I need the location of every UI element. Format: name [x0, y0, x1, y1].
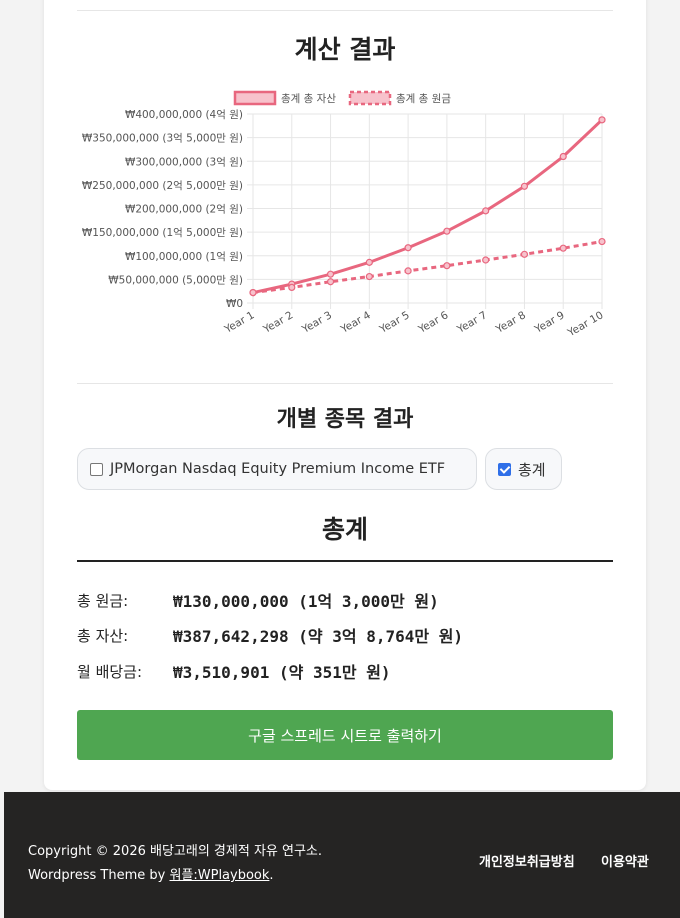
x-tick-label: Year 6	[416, 309, 451, 336]
y-tick-label: ₩250,000,000 (2억 5,000만 원)	[82, 180, 243, 192]
total-filter-label: 총계	[518, 460, 546, 479]
total-principal-point	[288, 283, 296, 292]
filter-chip-total[interactable]: 총계	[485, 448, 562, 490]
total-principal-point	[326, 278, 335, 286]
x-tick-label: Year 5	[377, 309, 412, 336]
x-tick-label: Year 4	[338, 309, 373, 336]
total-principal-point	[559, 244, 567, 252]
x-tick-label: Year 2	[260, 309, 295, 336]
total-assets-point	[404, 244, 412, 252]
summary-divider	[77, 560, 613, 562]
legend-swatch-assets	[233, 90, 277, 106]
summary-title: 총계	[321, 515, 368, 544]
total-assets-point	[482, 207, 490, 215]
principal-row: 총 원금: ₩130,000,000 (1억 3,000만 원)	[77, 588, 439, 612]
total-assets-point	[326, 270, 335, 278]
copyright-text: Copyright © 2026 배당고래의 경제적 자유 연구소.	[28, 844, 323, 859]
total-assets-point	[559, 152, 567, 161]
total-principal-point	[249, 289, 257, 297]
dividend-label: 월 배당금:	[77, 662, 143, 681]
total-assets-line	[252, 118, 604, 295]
results-title: 계산 결과	[294, 35, 396, 64]
x-tick-label: Year 3	[299, 309, 334, 336]
y-tick-label: ₩50,000,000 (5,000만 원)	[108, 274, 243, 286]
total-assets-point	[443, 227, 451, 235]
theme-link[interactable]: 워플:WPlaybook	[169, 868, 270, 883]
site-footer: Copyright © 2026 배당고래의 경제적 자유 연구소. Wordp…	[4, 792, 680, 918]
y-tick-label: ₩100,000,000 (1억 원)	[125, 251, 243, 263]
total-assets-point	[598, 116, 606, 124]
divider	[77, 10, 613, 11]
results-card	[44, 0, 646, 790]
x-tick-label: Year 7	[454, 309, 489, 336]
y-tick-label: ₩300,000,000 (3억 원)	[125, 156, 243, 168]
terms-link[interactable]: 이용약관	[601, 855, 649, 870]
assets-value: ₩387,642,298 (약 3억 8,764만 원)	[173, 627, 464, 646]
theme-credit-suffix: .	[269, 868, 274, 883]
dividend-value: ₩3,510,901 (약 351만 원)	[173, 663, 391, 682]
total-principal-point	[520, 250, 529, 258]
y-tick-label: ₩200,000,000 (2억 원)	[125, 204, 243, 216]
y-tick-label: ₩0	[226, 298, 243, 310]
total-principal-line	[252, 240, 603, 295]
privacy-policy-link[interactable]: 개인정보취급방침	[479, 855, 575, 870]
assets-label: 총 자산:	[77, 626, 129, 645]
total-principal-point	[443, 262, 451, 270]
legend-label-assets: 총계 총 자산	[281, 93, 336, 105]
total-assets-point	[520, 182, 529, 190]
total-principal-point	[482, 256, 490, 264]
total-principal-point	[598, 237, 606, 246]
dividend-row: 월 배당금: ₩3,510,901 (약 351만 원)	[77, 659, 391, 683]
assets-row: 총 자산: ₩387,642,298 (약 3억 8,764만 원)	[77, 623, 463, 647]
total-checkbox[interactable]	[498, 462, 511, 476]
divider	[77, 383, 613, 384]
filter-chip-etf[interactable]: JPMorgan Nasdaq Equity Premium Income ET…	[77, 448, 477, 490]
etf-filter-label: JPMorgan Nasdaq Equity Premium Income ET…	[110, 461, 446, 477]
total-assets-point	[365, 258, 373, 266]
total-principal-point	[365, 272, 373, 281]
theme-credit-prefix: Wordpress Theme by	[28, 868, 170, 883]
export-to-sheets-button[interactable]: 구글 스프레드 시트로 출력하기	[77, 710, 613, 760]
y-tick-label: ₩150,000,000 (1억 5,000만 원)	[82, 227, 243, 239]
x-tick-label: Year 10	[565, 309, 606, 339]
total-principal-point	[404, 267, 412, 275]
y-tick-label: ₩350,000,000 (3억 5,000만 원)	[82, 133, 243, 145]
x-tick-label: Year 8	[493, 309, 528, 336]
y-tick-label: ₩400,000,000 (4억 원)	[125, 109, 243, 121]
x-tick-label: Year 9	[532, 309, 567, 336]
theme-credit: Wordpress Theme by 워플:WPlaybook.	[28, 864, 274, 883]
legend-label-principal: 총계 총 원금	[396, 93, 451, 105]
individual-results-title: 개별 종목 결과	[276, 407, 414, 432]
principal-label: 총 원금:	[77, 591, 129, 610]
etf-checkbox[interactable]	[90, 462, 103, 476]
principal-value: ₩130,000,000 (1억 3,000만 원)	[173, 592, 439, 611]
x-tick-label: Year 1	[222, 309, 257, 336]
legend-swatch-principal	[348, 90, 392, 106]
